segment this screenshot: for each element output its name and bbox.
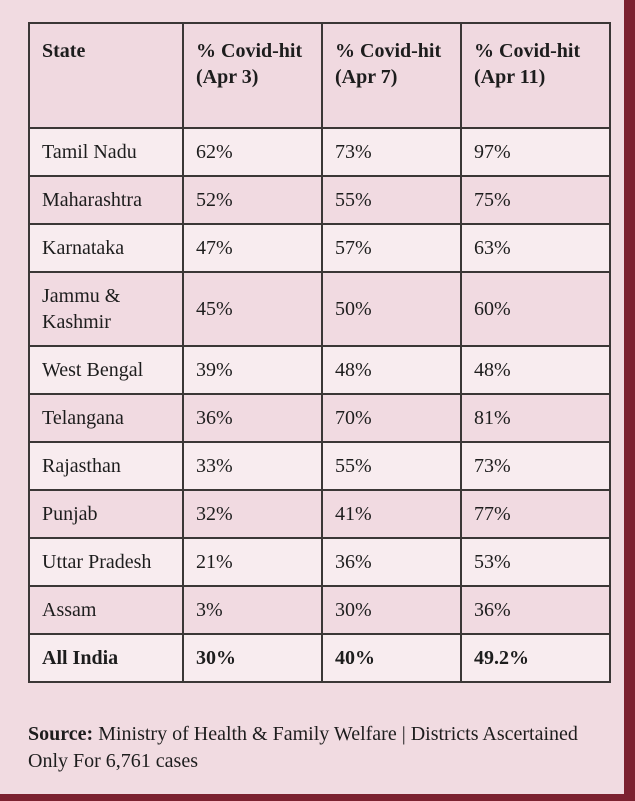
table-row: Karnataka 47% 57% 63% bbox=[28, 223, 611, 273]
value-cell: 77% bbox=[460, 489, 611, 539]
value-cell: 60% bbox=[460, 271, 611, 347]
bottom-edge-strip bbox=[0, 794, 635, 801]
value-cell: 41% bbox=[321, 489, 462, 539]
state-cell: West Bengal bbox=[28, 345, 184, 395]
value-cell: 55% bbox=[321, 175, 462, 225]
value-cell: 32% bbox=[182, 489, 323, 539]
value-cell: 30% bbox=[321, 585, 462, 635]
value-cell: 36% bbox=[182, 393, 323, 443]
table-row: Telangana 36% 70% 81% bbox=[28, 393, 611, 443]
value-cell: 63% bbox=[460, 223, 611, 273]
header-apr7: % Covid-hit (Apr 7) bbox=[321, 22, 462, 129]
source-label: Source: bbox=[28, 723, 94, 745]
value-cell: 33% bbox=[182, 441, 323, 491]
header-apr11: % Covid-hit (Apr 11) bbox=[460, 22, 611, 129]
table-row: Maharashtra 52% 55% 75% bbox=[28, 175, 611, 225]
value-cell: 39% bbox=[182, 345, 323, 395]
value-cell: 48% bbox=[321, 345, 462, 395]
state-cell: Punjab bbox=[28, 489, 184, 539]
table-container: State % Covid-hit (Apr 3) % Covid-hit (A… bbox=[28, 22, 613, 775]
table-row: All India 30% 40% 49.2% bbox=[28, 633, 611, 683]
state-cell: All India bbox=[28, 633, 184, 683]
table-row: Assam 3% 30% 36% bbox=[28, 585, 611, 635]
value-cell: 48% bbox=[460, 345, 611, 395]
value-cell: 53% bbox=[460, 537, 611, 587]
table-row: West Bengal 39% 48% 48% bbox=[28, 345, 611, 395]
table-header: State % Covid-hit (Apr 3) % Covid-hit (A… bbox=[28, 22, 611, 129]
state-cell: Uttar Pradesh bbox=[28, 537, 184, 587]
value-cell: 75% bbox=[460, 175, 611, 225]
header-apr3: % Covid-hit (Apr 3) bbox=[182, 22, 323, 129]
value-cell: 45% bbox=[182, 271, 323, 347]
state-cell: Jammu & Kashmir bbox=[28, 271, 184, 347]
table-row: Jammu & Kashmir 45% 50% 60% bbox=[28, 271, 611, 347]
header-row: State % Covid-hit (Apr 3) % Covid-hit (A… bbox=[28, 22, 611, 129]
table-row: Tamil Nadu 62% 73% 97% bbox=[28, 127, 611, 177]
value-cell: 70% bbox=[321, 393, 462, 443]
right-edge-strip bbox=[624, 0, 635, 801]
value-cell: 36% bbox=[460, 585, 611, 635]
value-cell: 97% bbox=[460, 127, 611, 177]
value-cell: 52% bbox=[182, 175, 323, 225]
value-cell: 40% bbox=[321, 633, 462, 683]
state-cell: Tamil Nadu bbox=[28, 127, 184, 177]
state-cell: Rajasthan bbox=[28, 441, 184, 491]
value-cell: 81% bbox=[460, 393, 611, 443]
state-cell: Assam bbox=[28, 585, 184, 635]
source-text: Ministry of Health & Family Welfare | Di… bbox=[28, 723, 578, 772]
state-cell: Telangana bbox=[28, 393, 184, 443]
value-cell: 73% bbox=[321, 127, 462, 177]
value-cell: 30% bbox=[182, 633, 323, 683]
value-cell: 36% bbox=[321, 537, 462, 587]
source-attribution: Source: Ministry of Health & Family Welf… bbox=[28, 721, 613, 775]
value-cell: 21% bbox=[182, 537, 323, 587]
covid-hit-table: State % Covid-hit (Apr 3) % Covid-hit (A… bbox=[28, 22, 611, 683]
table-row: Punjab 32% 41% 77% bbox=[28, 489, 611, 539]
header-state: State bbox=[28, 22, 184, 129]
value-cell: 62% bbox=[182, 127, 323, 177]
value-cell: 47% bbox=[182, 223, 323, 273]
value-cell: 50% bbox=[321, 271, 462, 347]
value-cell: 3% bbox=[182, 585, 323, 635]
table-row: Uttar Pradesh 21% 36% 53% bbox=[28, 537, 611, 587]
value-cell: 49.2% bbox=[460, 633, 611, 683]
state-cell: Maharashtra bbox=[28, 175, 184, 225]
value-cell: 55% bbox=[321, 441, 462, 491]
table-body: Tamil Nadu 62% 73% 97% Maharashtra 52% 55% 75% K… bbox=[28, 127, 611, 683]
value-cell: 73% bbox=[460, 441, 611, 491]
value-cell: 57% bbox=[321, 223, 462, 273]
table-row: Rajasthan 33% 55% 73% bbox=[28, 441, 611, 491]
state-cell: Karnataka bbox=[28, 223, 184, 273]
